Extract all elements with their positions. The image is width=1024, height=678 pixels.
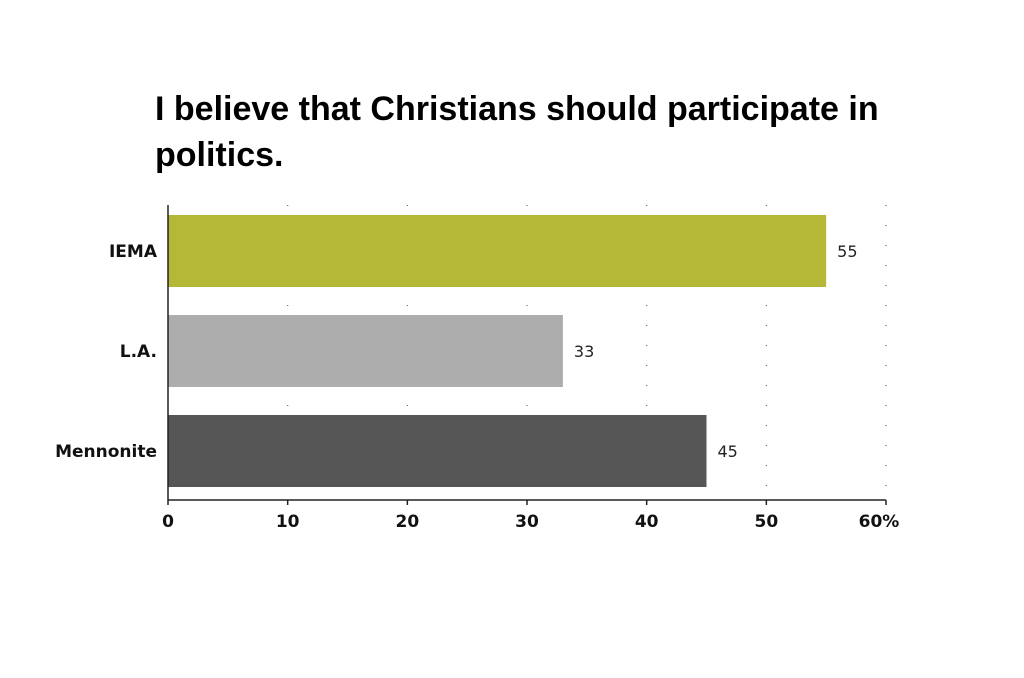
axes bbox=[167, 205, 887, 505]
category-label: IEMA bbox=[109, 242, 158, 262]
bar-mennonite bbox=[168, 415, 707, 487]
value-label: 33 bbox=[574, 342, 594, 361]
labels: 55 IEMA 33 L.A. 45 Mennonite 0 10 20 30 40 50 60% bbox=[55, 242, 899, 532]
x-tick-label: 20 bbox=[395, 512, 419, 532]
value-label: 55 bbox=[837, 242, 857, 261]
x-tick-label: 60% bbox=[859, 512, 900, 532]
x-tick-label: 10 bbox=[276, 512, 300, 532]
category-label: Mennonite bbox=[55, 442, 157, 462]
value-label: 45 bbox=[718, 442, 738, 461]
x-tick-label: 50 bbox=[754, 512, 778, 532]
category-label: L.A. bbox=[120, 342, 157, 362]
chart-title: I believe that Christians should partici… bbox=[155, 90, 879, 174]
x-tick-label: 40 bbox=[635, 512, 659, 532]
x-tick-label: 0 bbox=[162, 512, 174, 532]
bar-iema bbox=[168, 215, 827, 287]
x-tick-label: 30 bbox=[515, 512, 539, 532]
bar-l-a- bbox=[168, 315, 563, 387]
bars bbox=[168, 215, 827, 487]
